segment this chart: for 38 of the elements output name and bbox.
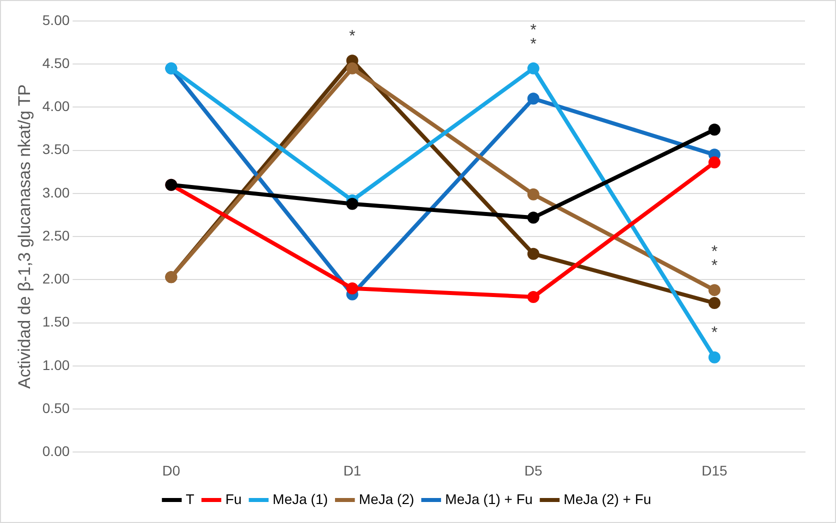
point	[346, 198, 358, 210]
annotation: *	[711, 324, 718, 342]
point	[527, 248, 540, 260]
y-tick-label: 3.00	[42, 184, 70, 200]
point	[527, 62, 540, 74]
annotation: *	[349, 28, 356, 46]
point	[346, 282, 358, 294]
point	[527, 212, 540, 224]
legend-label: MeJa (1)	[272, 490, 328, 507]
legend-label: Fu	[225, 490, 242, 507]
y-tick-label: 0.00	[42, 443, 70, 460]
y-tick-label: 1.50	[42, 314, 70, 330]
y-tick-label: 0.50	[42, 400, 70, 416]
y-tick-label: 3.50	[42, 141, 70, 158]
point	[708, 284, 720, 296]
y-tick-label: 2.00	[42, 270, 70, 287]
y-tick-label: 5.00	[42, 12, 70, 28]
x-tick-label: D5	[524, 462, 543, 478]
point	[527, 290, 540, 303]
point	[527, 92, 540, 105]
x-tick-label: D1	[343, 462, 362, 478]
y-tick-label: 2.50	[42, 227, 70, 244]
y-tick-label: 4.50	[42, 54, 70, 71]
legend-label: MeJa (2)	[358, 490, 414, 507]
x-tick-label: D0	[162, 462, 180, 478]
legend-label: MeJa (2) + Fu	[564, 490, 652, 507]
point	[708, 156, 720, 168]
y-tick-label: 1.00	[42, 356, 70, 373]
x-tick-label: D15	[702, 462, 728, 478]
y-tick-label: 4.00	[42, 98, 70, 114]
legend-label: MeJa (1) + Fu	[445, 490, 533, 507]
point	[527, 188, 540, 200]
point	[708, 124, 720, 136]
point	[708, 297, 720, 310]
y-axis-title: Actividad de β-1,3 glucanasas nkat/g TP	[14, 84, 34, 389]
point	[346, 62, 358, 74]
point	[708, 351, 720, 364]
legend-label: T	[186, 490, 195, 507]
